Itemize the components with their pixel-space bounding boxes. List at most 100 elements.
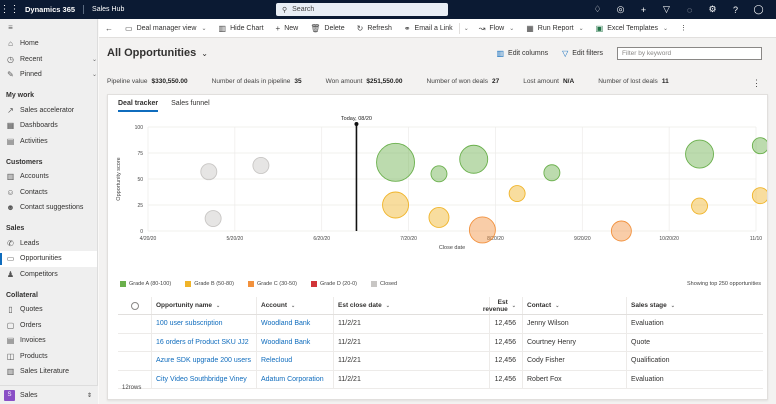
table-row[interactable]: City Video Southbridge Viney Adatum Corp…	[118, 370, 763, 389]
column-header[interactable]: Account ⌄	[256, 297, 333, 314]
sidebar: ≡ ⌂ Home ◷ Recent ⌄ ✎ Pinned ⌄ My work ↗ Sales…	[0, 19, 98, 404]
flow-button[interactable]: ↝ Flow ⌄	[478, 23, 515, 33]
sidebar-item-contacts[interactable]: ☺ Contacts	[6, 187, 48, 197]
lightbulb-icon[interactable]: ♢	[593, 4, 602, 14]
sales-stage: Evaluation	[626, 370, 731, 388]
chart-legend: Grade A (80-100) Grade B (50-80) Grade C…	[120, 281, 411, 287]
y-tick-label: 50	[137, 177, 143, 183]
kpi-lost-deals: Number of lost deals 11	[598, 78, 669, 85]
user-icon[interactable]: ◯	[753, 4, 764, 14]
target-icon[interactable]: ◎	[616, 4, 625, 14]
pin-icon: ✎	[7, 70, 14, 80]
run-report-button[interactable]: ▦ Run Report ⌄	[526, 23, 584, 33]
sidebar-item-orders[interactable]: ▢ Orders	[6, 320, 42, 330]
brand-title[interactable]: Dynamics 365	[19, 5, 85, 14]
home-icon: ⌂	[8, 39, 13, 49]
sales-stage: Qualification	[626, 352, 731, 370]
sidebar-item-leads[interactable]: ✆ Leads	[7, 238, 40, 248]
sidebar-item-home[interactable]: ⌂ Home	[0, 36, 97, 52]
sidebar-item-pinned[interactable]: ✎ Pinned ⌄	[7, 70, 97, 80]
y-tick-label: 100	[135, 125, 144, 131]
excel-templates-button[interactable]: ▣ Excel Templates ⌄	[595, 23, 669, 33]
deal-manager-view-button[interactable]: ▭ Deal manager view ⌄	[125, 23, 207, 33]
select-all-radio[interactable]	[118, 301, 151, 310]
help-icon[interactable]: ?	[732, 4, 738, 15]
email-link-button[interactable]: ⚭ Email a Link	[403, 23, 453, 33]
more-icon[interactable]: ⋮	[752, 78, 761, 88]
chevron-down-icon: ⌄	[201, 25, 207, 32]
sidebar-item-contact-suggestions[interactable]: ☻ Contact suggestions	[6, 203, 84, 213]
kpi-lost-amount: Lost amount N/A	[523, 78, 575, 85]
tab-deal-tracker[interactable]: Deal tracker	[118, 100, 159, 112]
flow-icon: ↝	[478, 23, 486, 33]
column-header[interactable]: Opportunity name ⌄	[151, 297, 256, 314]
sidebar-item-activities[interactable]: ▤ Activities	[6, 136, 48, 146]
column-header[interactable]: Sales stage ⌄	[626, 297, 731, 314]
delete-button[interactable]: 🗑 Delete	[310, 23, 345, 33]
y-tick-label: 75	[137, 151, 143, 157]
account-link[interactable]: Adatum Corporation	[256, 370, 333, 388]
edit-filters-button[interactable]: ▽ Edit filters	[562, 49, 603, 58]
opportunity-link[interactable]: Azure SDK upgrade 200 users	[151, 352, 256, 370]
legend-swatch	[185, 281, 192, 287]
sidebar-item-competitors[interactable]: ♟ Competitors	[6, 269, 58, 279]
edit-columns-button[interactable]: ▥ Edit columns	[496, 49, 549, 58]
contact: Robert Fox	[522, 370, 626, 388]
sidebar-item-recent[interactable]: ◷ Recent ⌄	[7, 54, 97, 64]
table-row[interactable]: 100 user subscription Woodland Bank 11/2…	[118, 315, 763, 334]
sidebar-item-dashboards[interactable]: ▦ Dashboards	[6, 121, 58, 131]
back-arrow-icon: ←	[105, 23, 113, 33]
est-close-date: 11/2/21	[333, 315, 489, 333]
legend-item: Grade D (20-0)	[311, 281, 357, 287]
tab-sales-funnel[interactable]: Sales funnel	[171, 100, 210, 107]
sidebar-item-invoices[interactable]: ▤ Invoices	[6, 336, 46, 346]
chevron-down-icon: ⌄	[670, 302, 675, 309]
est-close-date: 11/2/21	[333, 333, 489, 351]
opportunity-link[interactable]: 16 orders of Product SKU JJ2	[151, 333, 256, 351]
sidebar-item-sales-literature[interactable]: ▥ Sales Literature	[6, 367, 70, 377]
contact: Courtney Henry	[522, 333, 626, 351]
chart-tabs: Deal tracker Sales funnel	[118, 100, 223, 112]
sidebar-item-products[interactable]: ◫ Products	[6, 351, 48, 361]
chevron-down-icon: ⌄	[291, 302, 296, 309]
column-header[interactable]: Est close date ⌄	[333, 297, 489, 314]
app-name[interactable]: Sales Hub	[92, 6, 125, 13]
opportunity-link[interactable]: 100 user subscription	[151, 315, 256, 333]
today-label: Today, 08/20	[341, 116, 372, 122]
column-header[interactable]: Est revenue ⌄	[483, 297, 522, 314]
bubble-point	[204, 210, 222, 227]
app-launcher-icon[interactable]: ⋮⋮	[0, 4, 20, 15]
back-button[interactable]: ←	[99, 19, 119, 38]
sidebar-item-accounts[interactable]: ▥ Accounts	[6, 172, 49, 182]
column-header[interactable]: Contact ⌄	[522, 297, 626, 314]
table-row[interactable]: Azure SDK upgrade 200 users Relecloud 11…	[118, 352, 763, 371]
account-link[interactable]: Woodland Bank	[256, 315, 333, 333]
area-switcher[interactable]: S Sales ⇕	[0, 385, 98, 404]
legend-swatch	[371, 281, 377, 287]
bubble-point	[428, 207, 450, 228]
filter-icon[interactable]: ▽	[663, 4, 670, 14]
opportunity-link[interactable]: City Video Southbridge Viney	[151, 370, 256, 388]
trash-icon: 🗑	[310, 23, 321, 33]
x-tick-label: 5/20/20	[227, 236, 244, 242]
account-link[interactable]: Woodland Bank	[256, 333, 333, 351]
add-icon[interactable]: +	[640, 4, 647, 15]
search-box[interactable]: ⚲ Search	[276, 3, 448, 16]
hide-chart-button[interactable]: ▥ Hide Chart	[218, 23, 264, 33]
refresh-button[interactable]: ↻ Refresh	[356, 23, 392, 33]
sidebar-item-sales-accelerator[interactable]: ↗ Sales accelerator	[7, 105, 75, 115]
filter-keyword-input[interactable]: Filter by keyword	[617, 47, 762, 60]
table-row[interactable]: 16 orders of Product SKU JJ2 Woodland Ba…	[118, 333, 763, 352]
sidebar-item-quotes[interactable]: ▯ Quotes	[0, 302, 97, 318]
hamburger-icon[interactable]: ≡	[8, 23, 13, 32]
legend-item: Grade B (50-80)	[185, 281, 234, 287]
settings-icon[interactable]: ⚙	[708, 4, 717, 14]
email-link-dropdown[interactable]: ⌄	[458, 22, 473, 34]
assistant-icon[interactable]: ◌	[686, 4, 693, 15]
view-selector[interactable]: All Opportunities ⌄	[107, 47, 208, 59]
x-tick-label: 11/10	[750, 236, 762, 242]
new-button[interactable]: + New	[275, 23, 299, 33]
more-commands-icon[interactable]: ⋮	[680, 25, 688, 32]
sidebar-item-opportunities[interactable]: ▭ Opportunities	[0, 251, 97, 267]
account-link[interactable]: Relecloud	[256, 352, 333, 370]
